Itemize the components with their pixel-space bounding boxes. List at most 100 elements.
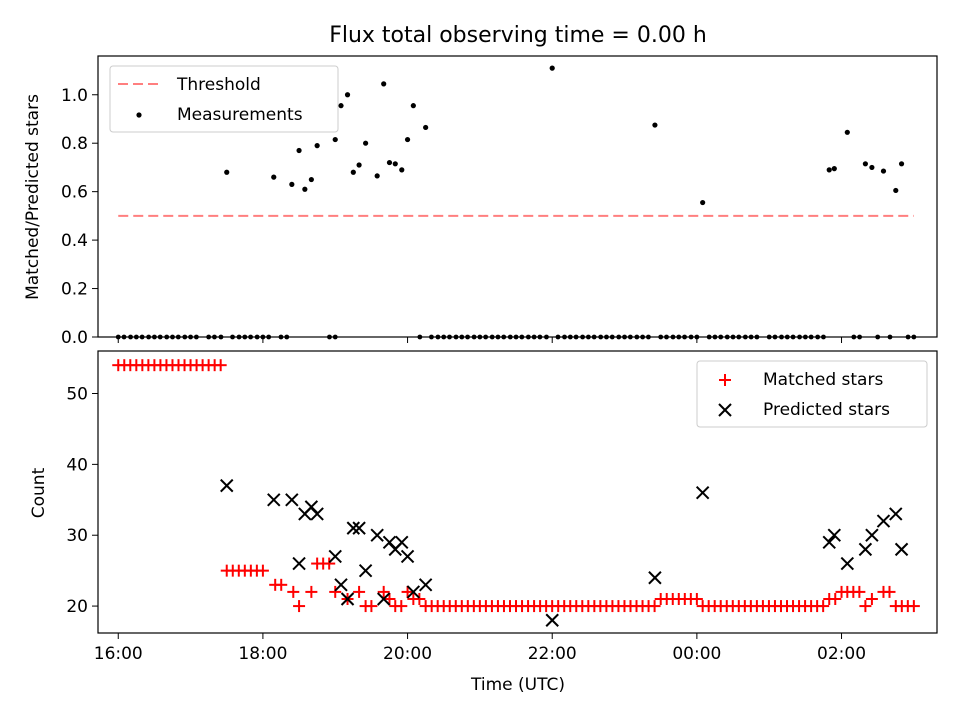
predicted-star-point xyxy=(395,535,409,550)
measurement-point xyxy=(869,164,875,171)
predicted-star-point xyxy=(545,613,559,627)
measurement-point xyxy=(224,169,230,175)
chart-title: Flux total observing time = 0.00 h xyxy=(329,23,707,48)
x-tick-label: 00:00 xyxy=(672,644,721,664)
matched-star-point xyxy=(305,585,318,598)
matched-star-point xyxy=(287,585,300,598)
measurement-point xyxy=(831,166,837,172)
y-tick-label: 0.2 xyxy=(61,280,88,300)
x-tick-label: 16:00 xyxy=(94,644,143,664)
legend-matched-swatch xyxy=(719,374,731,386)
y-tick-label: 20 xyxy=(66,597,88,617)
legend-measurements-swatch xyxy=(136,112,142,118)
measurement-point xyxy=(826,167,832,173)
measurement-point xyxy=(338,103,344,109)
x-tick-label: 02:00 xyxy=(817,644,866,664)
predicted-star-point xyxy=(346,521,361,535)
predicted-star-point xyxy=(876,514,891,528)
matched-star-point xyxy=(413,592,426,605)
measurement-point xyxy=(363,140,369,146)
matched-star-point xyxy=(275,578,288,591)
predicted-star-point xyxy=(889,507,903,521)
predicted-star-point xyxy=(695,486,710,500)
matched-star-point xyxy=(329,585,342,598)
measurement-point xyxy=(296,147,302,154)
bottom-plot-frame xyxy=(97,350,938,634)
matched-star-point xyxy=(859,600,872,613)
measurement-point xyxy=(410,103,416,109)
matched-star-point xyxy=(648,600,661,613)
legend-threshold-label: Threshold xyxy=(176,75,261,95)
predicted-star-point xyxy=(285,493,299,507)
measurement-point xyxy=(289,181,295,187)
matched-star-point xyxy=(883,585,896,598)
measurement-point xyxy=(898,161,905,167)
predicted-star-point xyxy=(220,478,234,493)
y-tick-label: 50 xyxy=(66,385,88,405)
predicted-star-point xyxy=(310,507,324,521)
measurement-point xyxy=(404,136,411,143)
predicted-star-point xyxy=(358,563,373,578)
matched-star-point xyxy=(401,585,414,598)
y-tick-label: 40 xyxy=(66,455,88,475)
predicted-star-point xyxy=(376,592,391,606)
predicted-stars-series xyxy=(220,478,909,627)
x-tick-label: 22:00 xyxy=(528,644,577,664)
bottom-x-axis: 16:00 18:00 20:00 22:00 00:00 02:00 xyxy=(94,633,866,664)
legend-predicted-label: Predicted stars xyxy=(763,400,890,420)
predicted-star-point xyxy=(648,571,662,585)
measurement-point xyxy=(893,187,899,194)
y-tick-label: 1.0 xyxy=(61,86,88,106)
predicted-star-point xyxy=(865,528,879,542)
matched-stars-series xyxy=(112,359,920,613)
predicted-star-point xyxy=(406,585,421,599)
y-tick-label: 0.0 xyxy=(61,328,88,348)
matched-star-point xyxy=(817,600,830,613)
measurement-point xyxy=(862,161,868,167)
y-tick-label: 0.8 xyxy=(61,134,88,154)
top-panel: 0.0 0.2 0.4 0.6 0.8 1.0 Matched/Predicted sta… xyxy=(23,55,938,348)
matched-star-point xyxy=(829,592,842,605)
y-tick-label: 30 xyxy=(66,526,88,546)
predicted-star-point xyxy=(267,493,281,507)
predicted-star-point xyxy=(827,528,842,542)
predicted-star-point xyxy=(822,535,836,550)
matched-star-point xyxy=(907,600,920,613)
measurement-point xyxy=(399,167,405,173)
matched-star-point xyxy=(383,592,396,605)
bottom-y-axis-label: Count xyxy=(29,467,49,518)
measurement-point xyxy=(308,176,314,183)
measurement-point xyxy=(344,92,351,98)
measurement-point xyxy=(350,169,356,175)
matched-star-point xyxy=(353,585,366,598)
top-legend: Threshold Measurements xyxy=(109,65,339,133)
predicted-star-point xyxy=(418,578,433,592)
matched-star-point xyxy=(865,592,878,605)
predicted-star-point xyxy=(370,528,384,542)
predicted-star-point xyxy=(400,549,415,564)
matched-star-point xyxy=(395,600,408,613)
measurement-point xyxy=(381,81,387,87)
bottom-y-axis: 20 30 40 50 xyxy=(66,385,98,617)
measurement-point xyxy=(356,162,362,168)
y-tick-label: 0.4 xyxy=(61,231,88,251)
predicted-star-point xyxy=(858,542,873,557)
top-y-axis-label: Matched/Predicted stars xyxy=(23,94,43,300)
predicted-star-point xyxy=(894,542,909,557)
x-tick-label: 20:00 xyxy=(383,644,432,664)
matched-star-point xyxy=(256,564,269,577)
predicted-star-point xyxy=(840,556,855,571)
bottom-legend: Matched stars Predicted stars xyxy=(696,360,928,428)
matched-star-point xyxy=(853,585,866,598)
x-tick-label: 18:00 xyxy=(238,644,287,664)
predicted-star-point xyxy=(334,578,348,592)
measurement-point xyxy=(549,65,555,71)
measurement-point xyxy=(302,186,308,192)
bottom-x-axis-label: Time (UTC) xyxy=(470,675,565,695)
legend-measurements-label: Measurements xyxy=(177,105,303,125)
measurement-point xyxy=(392,161,398,167)
predicted-star-point xyxy=(340,592,355,606)
measurement-point xyxy=(700,199,706,206)
